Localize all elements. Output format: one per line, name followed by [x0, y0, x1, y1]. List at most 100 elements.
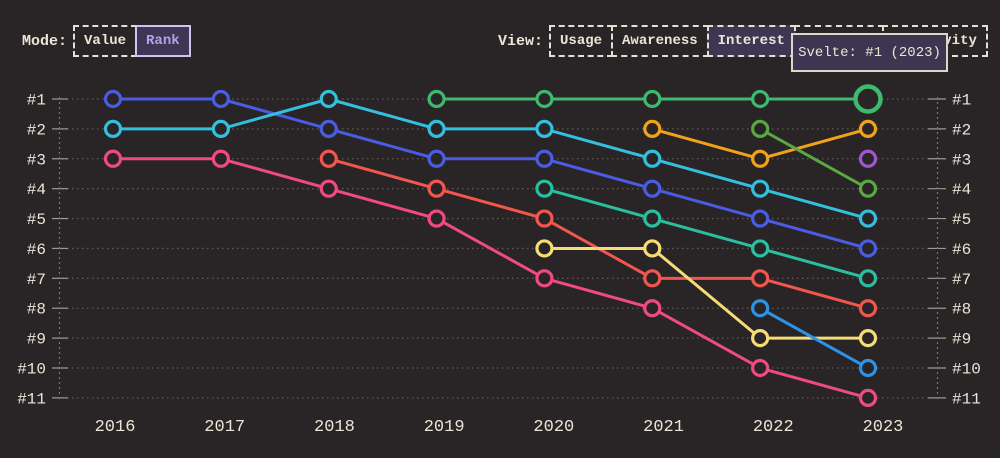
mode-toggle: Value Rank	[73, 25, 191, 57]
data-point-yellow[interactable]	[643, 239, 662, 258]
series-line-sky-blue[interactable]	[758, 306, 870, 370]
year-axis-label: 2016	[95, 418, 136, 437]
data-point-salmon-red[interactable]	[535, 209, 554, 228]
view-option-interest[interactable]: Interest	[706, 25, 796, 57]
data-point-salmon-red[interactable]	[319, 149, 338, 168]
data-point-cyan[interactable]	[751, 179, 770, 198]
data-point-royal-blue[interactable]	[858, 239, 878, 258]
rank-axis-label-left: #11	[17, 390, 46, 408]
year-axis-label: 2022	[753, 418, 794, 437]
rank-axis-label-left: #10	[17, 361, 46, 379]
data-point-teal[interactable]	[751, 239, 770, 258]
data-point-teal[interactable]	[643, 209, 662, 228]
data-point-cyan[interactable]	[858, 209, 878, 228]
data-point-orange[interactable]	[643, 119, 662, 138]
rank-axis-label-right: #5	[952, 211, 971, 229]
rank-axis-label-left: #8	[27, 301, 46, 319]
view-label: View:	[498, 32, 544, 50]
data-point-magenta-pink[interactable]	[103, 149, 123, 168]
data-point-magenta-pink[interactable]	[535, 269, 554, 288]
data-point-grass-green[interactable]	[751, 119, 770, 138]
rank-axis-label-left: #9	[27, 331, 46, 349]
view-option-awareness[interactable]: Awareness	[611, 25, 709, 57]
mode-option-rank[interactable]: Rank	[135, 25, 191, 57]
year-axis-label: 2021	[643, 418, 684, 437]
data-point-royal-blue[interactable]	[319, 119, 338, 138]
rank-axis-label-right: #6	[952, 241, 971, 259]
data-point-sky-blue[interactable]	[751, 299, 770, 318]
rank-axis-label-right: #8	[952, 301, 971, 319]
data-point-cyan[interactable]	[643, 149, 662, 168]
rank-axis-label-left: #4	[27, 181, 46, 199]
data-point-magenta-pink[interactable]	[751, 358, 770, 378]
rank-axis-label-left: #7	[27, 271, 46, 289]
data-point-svelte-green[interactable]	[751, 89, 770, 109]
series-line-grass-green[interactable]	[758, 127, 870, 191]
data-point-royal-blue[interactable]	[211, 89, 230, 109]
rank-axis-label-right: #10	[952, 361, 981, 379]
highlighted-point-svelte-green[interactable]	[853, 84, 883, 114]
data-point-cyan[interactable]	[103, 119, 123, 138]
rank-axis-label-left: #2	[27, 121, 46, 139]
year-axis-label: 2023	[863, 418, 904, 437]
data-point-salmon-red[interactable]	[643, 269, 662, 288]
series-line-salmon-red[interactable]	[327, 157, 870, 310]
data-point-salmon-red[interactable]	[858, 299, 878, 318]
rank-axis-label-right: #11	[952, 390, 981, 408]
rank-axis-label-right: #4	[952, 181, 971, 199]
data-point-magenta-pink[interactable]	[319, 179, 338, 198]
data-point-purple[interactable]	[858, 149, 878, 168]
mode-option-value[interactable]: Value	[73, 25, 138, 57]
data-point-teal[interactable]	[858, 269, 878, 288]
series-line-royal-blue[interactable]	[111, 97, 870, 250]
series-line-teal[interactable]	[542, 187, 870, 280]
view-option-hidden[interactable]	[793, 25, 884, 57]
series-line-magenta-pink[interactable]	[111, 157, 870, 400]
data-point-cyan[interactable]	[319, 89, 338, 109]
data-point-royal-blue[interactable]	[643, 179, 662, 198]
data-point-sky-blue[interactable]	[858, 358, 878, 378]
view-option-usage[interactable]: Usage	[549, 25, 614, 57]
data-point-royal-blue[interactable]	[427, 149, 446, 168]
year-axis-label: 2020	[533, 418, 574, 437]
data-point-grass-green[interactable]	[858, 179, 878, 198]
data-point-salmon-red[interactable]	[427, 179, 446, 198]
series-line-cyan[interactable]	[111, 97, 870, 221]
year-axis-label: 2018	[314, 418, 355, 437]
data-point-magenta-pink[interactable]	[858, 388, 878, 407]
data-point-royal-blue[interactable]	[535, 149, 554, 168]
data-point-cyan[interactable]	[535, 119, 554, 138]
data-point-cyan[interactable]	[427, 119, 446, 138]
data-point-svelte-green[interactable]	[427, 89, 446, 109]
rank-axis-label-left: #1	[27, 92, 46, 110]
year-axis-label: 2019	[424, 418, 465, 437]
data-point-yellow[interactable]	[858, 329, 878, 348]
rank-axis-label-right: #7	[952, 271, 971, 289]
data-point-orange[interactable]	[858, 119, 878, 138]
data-point-svelte-green[interactable]	[535, 89, 554, 109]
view-toggle: Usage Awareness Interest Positivity	[549, 25, 988, 57]
data-point-orange[interactable]	[751, 149, 770, 168]
rank-axis-label-left: #6	[27, 241, 46, 259]
data-point-svelte-green[interactable]	[643, 89, 662, 109]
rank-axis-label-right: #3	[952, 151, 971, 169]
data-point-salmon-red[interactable]	[751, 269, 770, 288]
data-point-magenta-pink[interactable]	[643, 299, 662, 318]
data-point-magenta-pink[interactable]	[427, 209, 446, 228]
view-control: View: Usage Awareness Interest Positivit…	[498, 25, 988, 57]
rank-axis-label-right: #1	[952, 92, 971, 110]
data-point-royal-blue[interactable]	[751, 209, 770, 228]
data-point-royal-blue[interactable]	[103, 89, 123, 109]
rank-axis-label-left: #3	[27, 151, 46, 169]
data-point-cyan[interactable]	[211, 119, 230, 138]
rank-axis-label-right: #9	[952, 331, 971, 349]
data-point-magenta-pink[interactable]	[211, 149, 230, 168]
data-point-yellow[interactable]	[535, 239, 554, 258]
view-option-positivity[interactable]: Positivity	[881, 25, 988, 57]
mode-label: Mode:	[22, 32, 68, 50]
data-point-yellow[interactable]	[751, 329, 770, 348]
data-point-teal[interactable]	[535, 179, 554, 198]
rank-axis-label-right: #2	[952, 121, 971, 139]
